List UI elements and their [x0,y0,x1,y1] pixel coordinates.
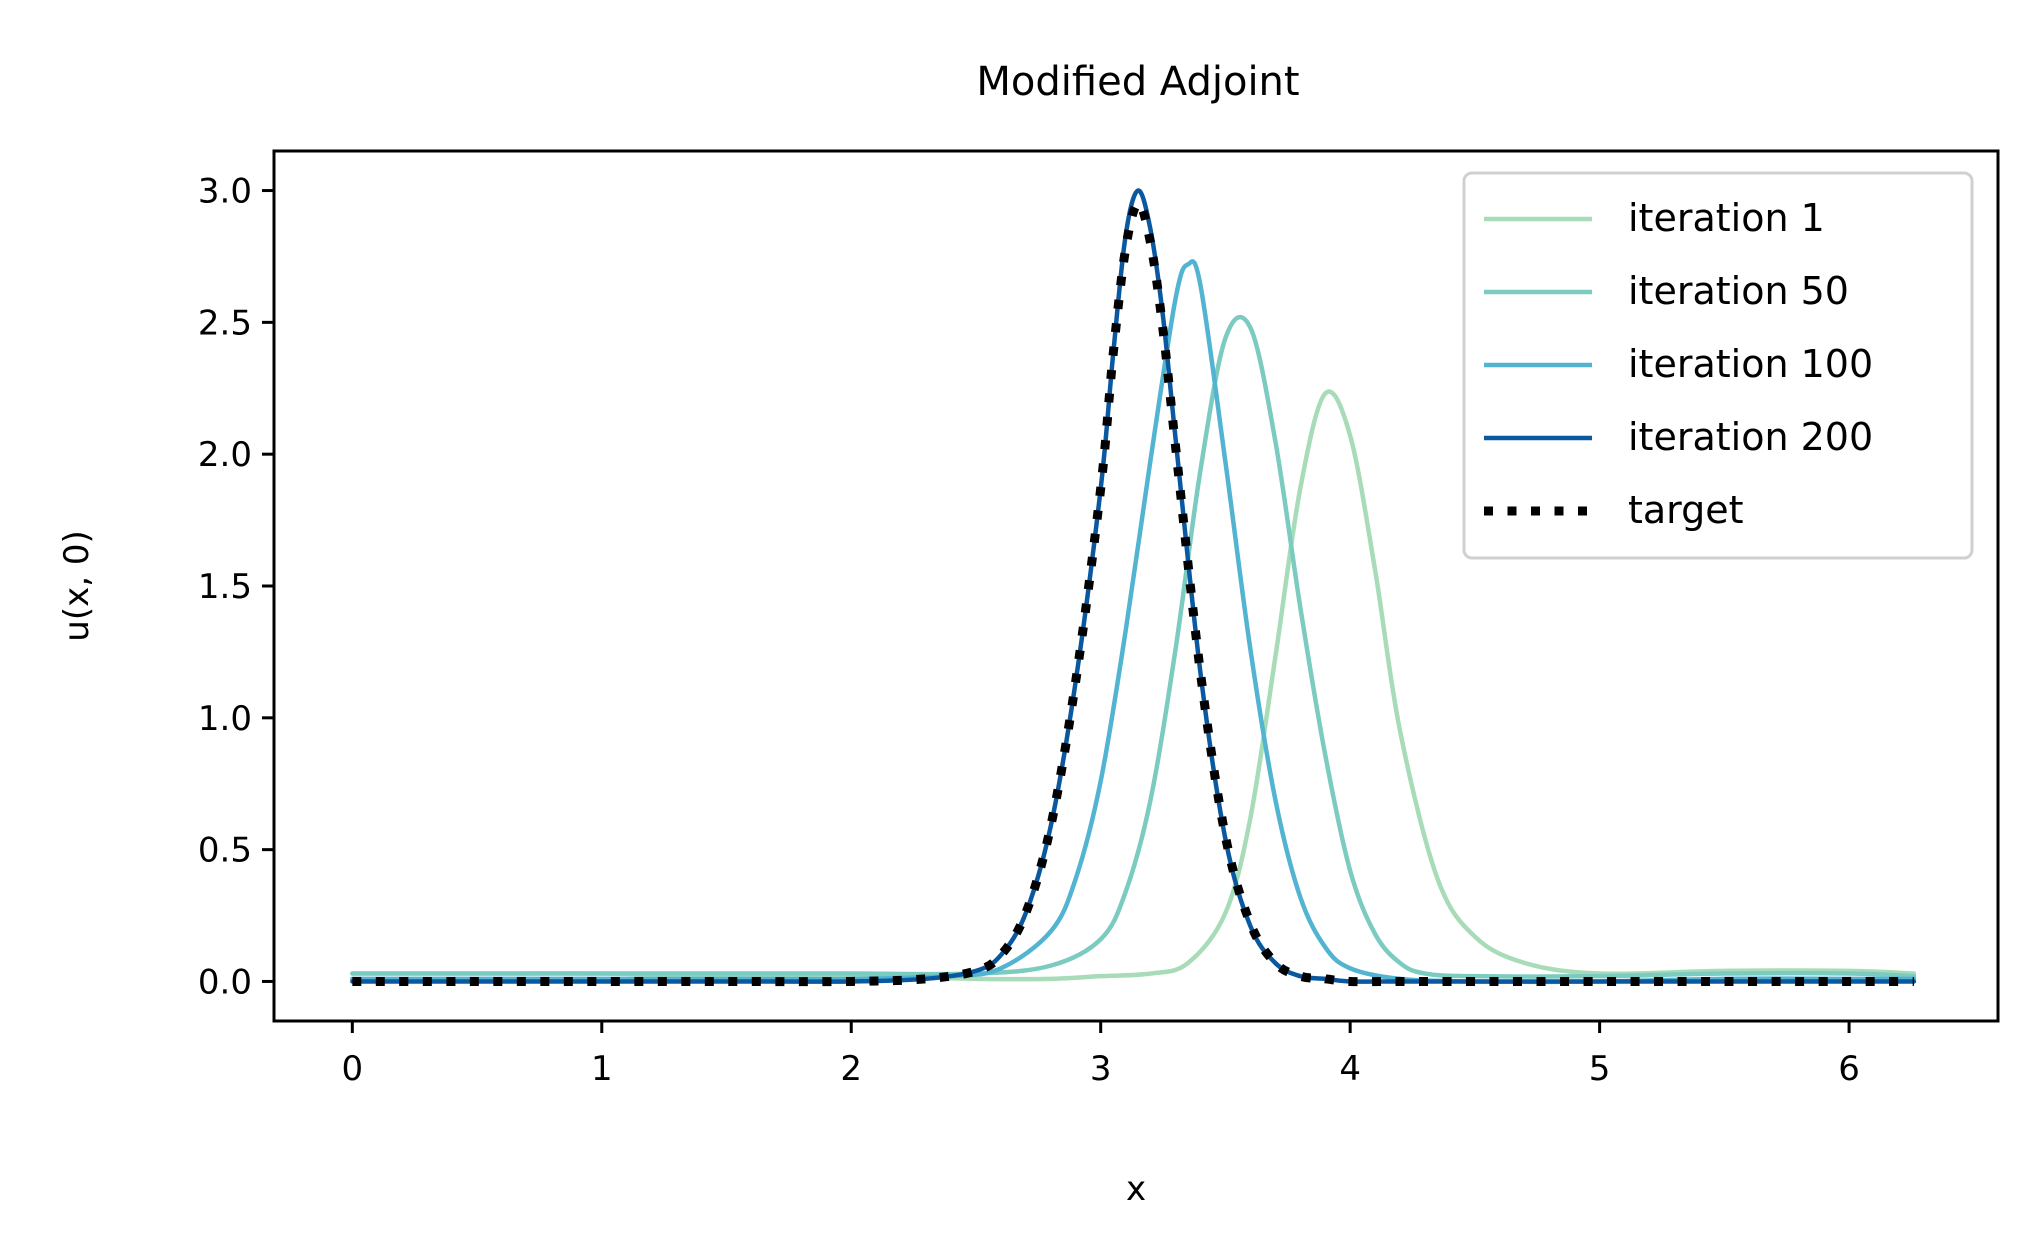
x-tick-label: 5 [1589,1049,1611,1089]
plot-lines [350,188,1917,987]
y-tick-label: 1.0 [198,699,252,739]
x-axis-label: x [1126,1169,1146,1209]
series-line-1 [350,389,1917,982]
series-line-5 [352,199,1914,987]
x-tick-label: 3 [1090,1049,1112,1089]
legend-label-3: iteration 100 [1628,342,1873,386]
x-tick-label: 2 [840,1049,862,1089]
y-axis-ticks: 0.0 0.5 1.0 1.5 2.0 2.5 3.0 [198,172,274,1002]
x-tick-label: 6 [1838,1049,1860,1089]
legend-label-2: iteration 50 [1628,269,1849,313]
y-tick-label: 2.0 [198,435,252,475]
legend-entries: iteration 1 iteration 50 iteration 100 iter… [1484,196,1873,532]
x-tick-label: 0 [342,1049,364,1089]
y-axis-label: u(x, 0) [57,530,97,641]
y-tick-label: 2.5 [198,303,252,343]
x-tick-label: 4 [1339,1049,1361,1089]
x-tick-label: 1 [591,1049,613,1089]
chart-title: Modified Adjoint [976,59,1299,105]
legend-label-4: iteration 200 [1628,415,1873,459]
y-tick-label: 0.5 [198,831,252,871]
legend-box [1462,171,1974,560]
y-tick-label: 1.5 [198,567,252,607]
series-line-2 [350,314,1917,979]
legend-label-1: iteration 1 [1628,196,1825,240]
legend: iteration 1 iteration 50 iteration 100 iter… [1462,171,1974,560]
legend-label-5: target [1628,488,1744,532]
x-axis-ticks: 0 1 2 3 4 5 6 [342,1021,1860,1089]
y-tick-label: 0.0 [198,962,252,1002]
y-tick-label: 3.0 [198,172,252,212]
